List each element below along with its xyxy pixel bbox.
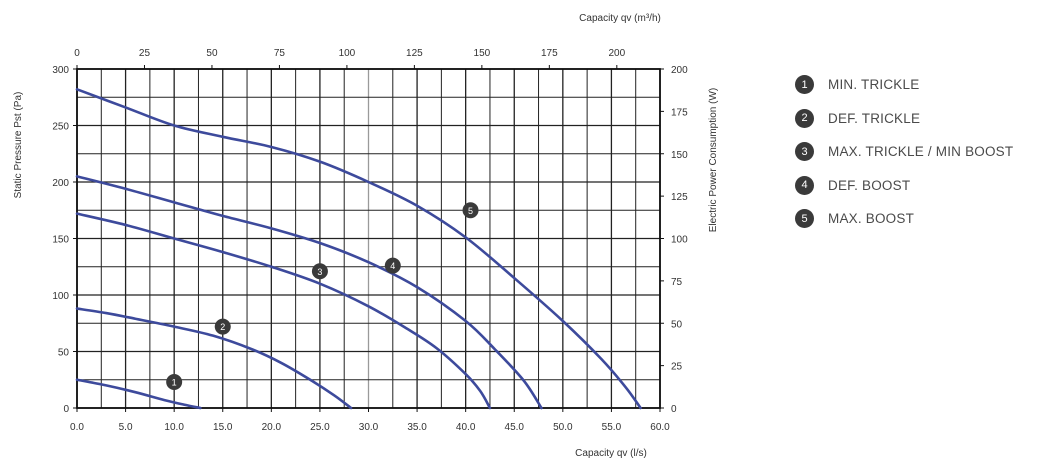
y-right-tick-label: 75 — [671, 277, 683, 288]
x-top-tick-label: 200 — [608, 48, 625, 59]
legend-number-badge: 1 — [795, 75, 814, 95]
y-tick-label: 250 — [52, 122, 69, 133]
x-tick-label: 5.0 — [119, 422, 133, 433]
tick-labels: 0.0 5.0 10.0 15.0 20.0 25.0 30.0 35.0 40.0 45.0 50… — [52, 48, 688, 433]
legend-item: 3 MAX. TRICKLE / MIN BOOST — [795, 135, 1013, 169]
legend-number-badge: 3 — [795, 142, 814, 162]
y-tick-label: 300 — [52, 65, 69, 76]
y-axis-right-label: Electric Power Consumption (W) — [708, 88, 719, 232]
x-tick-label: 55.0 — [602, 422, 622, 433]
y-right-tick-label: 50 — [671, 319, 683, 330]
legend-label: DEF. BOOST — [828, 177, 911, 193]
x-top-tick-label: 125 — [406, 48, 423, 59]
x-tick-label: 0.0 — [70, 422, 84, 433]
x-tick-label: 45.0 — [505, 422, 525, 433]
x-tick-label: 50.0 — [553, 422, 573, 433]
curve-2 — [75, 307, 353, 410]
x-axis-top-label: Capacity qv (m³/h) — [579, 13, 661, 24]
curves — [75, 88, 642, 410]
curve-1 — [75, 378, 202, 410]
x-top-tick-label: 100 — [339, 48, 356, 59]
x-top-tick-label: 25 — [139, 48, 151, 59]
curve-marker-3 — [311, 263, 328, 280]
x-axis-bottom-label: Capacity qv (l/s) — [575, 448, 647, 459]
curve-marker-number: 2 — [220, 322, 225, 332]
curve-marker-number: 3 — [317, 267, 322, 277]
y-tick-label: 50 — [58, 348, 70, 359]
legend: 1 MIN. TRICKLE 2 DEF. TRICKLE 3 MAX. TRI… — [795, 68, 1013, 236]
x-tick-label: 20.0 — [262, 422, 282, 433]
legend-number-badge: 4 — [795, 175, 814, 195]
x-top-tick-label: 175 — [541, 48, 558, 59]
legend-item: 2 DEF. TRICKLE — [795, 102, 1013, 136]
grid — [73, 65, 664, 412]
curve-marker-number: 4 — [390, 261, 395, 271]
legend-number-badge: 5 — [795, 209, 814, 229]
x-tick-label: 25.0 — [310, 422, 330, 433]
curve-marker-4 — [384, 257, 401, 274]
x-tick-label: 30.0 — [359, 422, 379, 433]
curve-5 — [75, 88, 642, 410]
y-tick-label: 100 — [52, 291, 69, 302]
curve-markers: 1 2 3 4 5 — [166, 202, 479, 391]
y-axis-left-label: Static Pressure Pst (Pa) — [13, 92, 24, 199]
x-tick-label: 40.0 — [456, 422, 476, 433]
x-top-tick-label: 0 — [74, 48, 80, 59]
x-tick-label: 10.0 — [164, 422, 184, 433]
legend-item: 5 MAX. BOOST — [795, 202, 1013, 236]
curve-4 — [75, 175, 543, 410]
y-tick-label: 150 — [52, 235, 69, 246]
x-tick-label: 60.0 — [650, 422, 670, 433]
curve-marker-2 — [214, 318, 231, 335]
x-tick-label: 35.0 — [407, 422, 427, 433]
y-right-tick-label: 0 — [671, 404, 677, 415]
legend-number-badge: 2 — [795, 108, 814, 128]
y-right-tick-label: 25 — [671, 362, 683, 373]
y-right-tick-label: 175 — [671, 107, 688, 118]
legend-item: 1 MIN. TRICKLE — [795, 68, 1013, 102]
y-right-tick-label: 200 — [671, 65, 688, 76]
legend-label: MAX. TRICKLE / MIN BOOST — [828, 144, 1014, 160]
y-tick-label: 200 — [52, 178, 69, 189]
legend-label: DEF. TRICKLE — [828, 110, 921, 126]
curve-marker-number: 1 — [172, 378, 177, 388]
legend-label: MAX. BOOST — [828, 211, 915, 227]
curve-3 — [75, 212, 492, 410]
curve-marker-5 — [462, 202, 479, 219]
x-top-tick-label: 50 — [206, 48, 218, 59]
legend-label: MIN. TRICKLE — [828, 77, 920, 93]
legend-item: 4 DEF. BOOST — [795, 169, 1013, 203]
x-top-tick-label: 75 — [274, 48, 286, 59]
curve-marker-1 — [166, 374, 183, 391]
y-right-tick-label: 150 — [671, 150, 688, 161]
curve-marker-number: 5 — [468, 206, 473, 216]
y-right-tick-label: 100 — [671, 235, 688, 246]
y-tick-label: 0 — [63, 404, 69, 415]
y-right-tick-label: 125 — [671, 192, 688, 203]
x-tick-label: 15.0 — [213, 422, 233, 433]
x-top-tick-label: 150 — [474, 48, 491, 59]
